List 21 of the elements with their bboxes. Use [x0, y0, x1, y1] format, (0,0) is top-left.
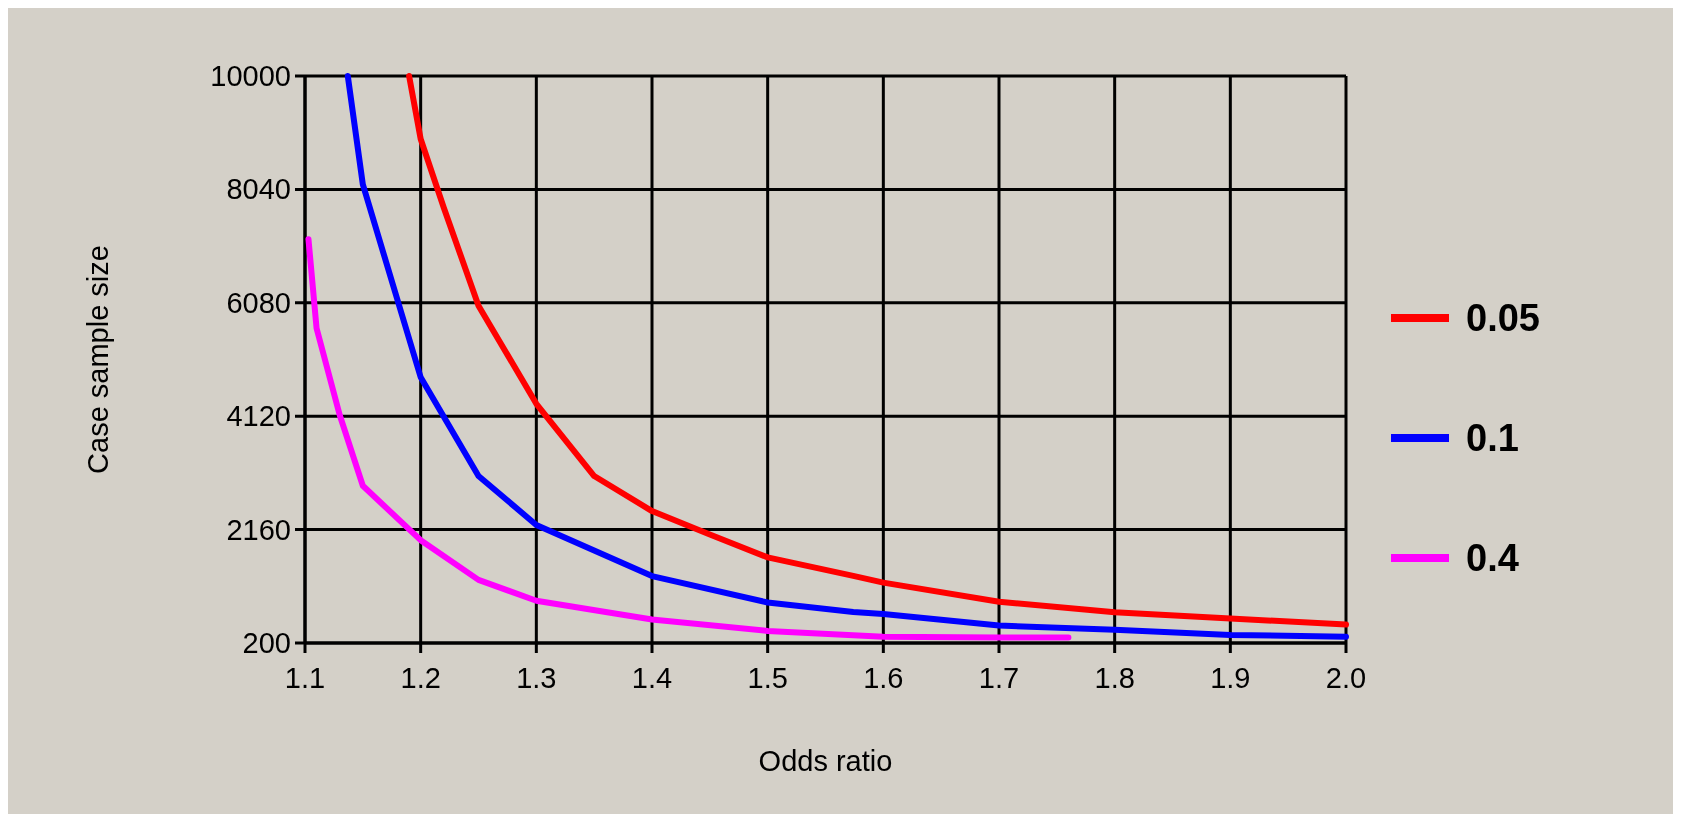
x-tick-label: 1.9 — [1210, 662, 1251, 694]
y-tick-label: 10000 — [210, 60, 291, 92]
y-tick-label: 200 — [242, 627, 291, 659]
x-tick-label: 2.0 — [1325, 662, 1367, 694]
x-tick-label: 1.3 — [516, 662, 557, 694]
x-tick-label: 1.6 — [863, 662, 904, 694]
x-tick-label: 1.4 — [631, 662, 673, 694]
legend-label: 0.4 — [1466, 537, 1519, 579]
x-tick-label: 1.5 — [747, 662, 788, 694]
x-tick-label: 1.8 — [1094, 662, 1135, 694]
legend-label: 0.1 — [1466, 417, 1519, 459]
y-axis-title: Case sample size — [82, 245, 114, 474]
y-tick-label: 4120 — [226, 400, 291, 433]
y-tick-label: 6080 — [226, 286, 291, 319]
y-tick-label: 8040 — [226, 173, 291, 206]
x-tick-label: 1.2 — [400, 662, 441, 694]
x-axis-title: Odds ratio — [758, 745, 893, 777]
x-tick-label: 1.1 — [284, 662, 326, 694]
legend-label: 0.05 — [1466, 297, 1540, 339]
x-tick-label: 1.7 — [978, 662, 1020, 694]
y-tick-label: 2160 — [226, 513, 291, 546]
